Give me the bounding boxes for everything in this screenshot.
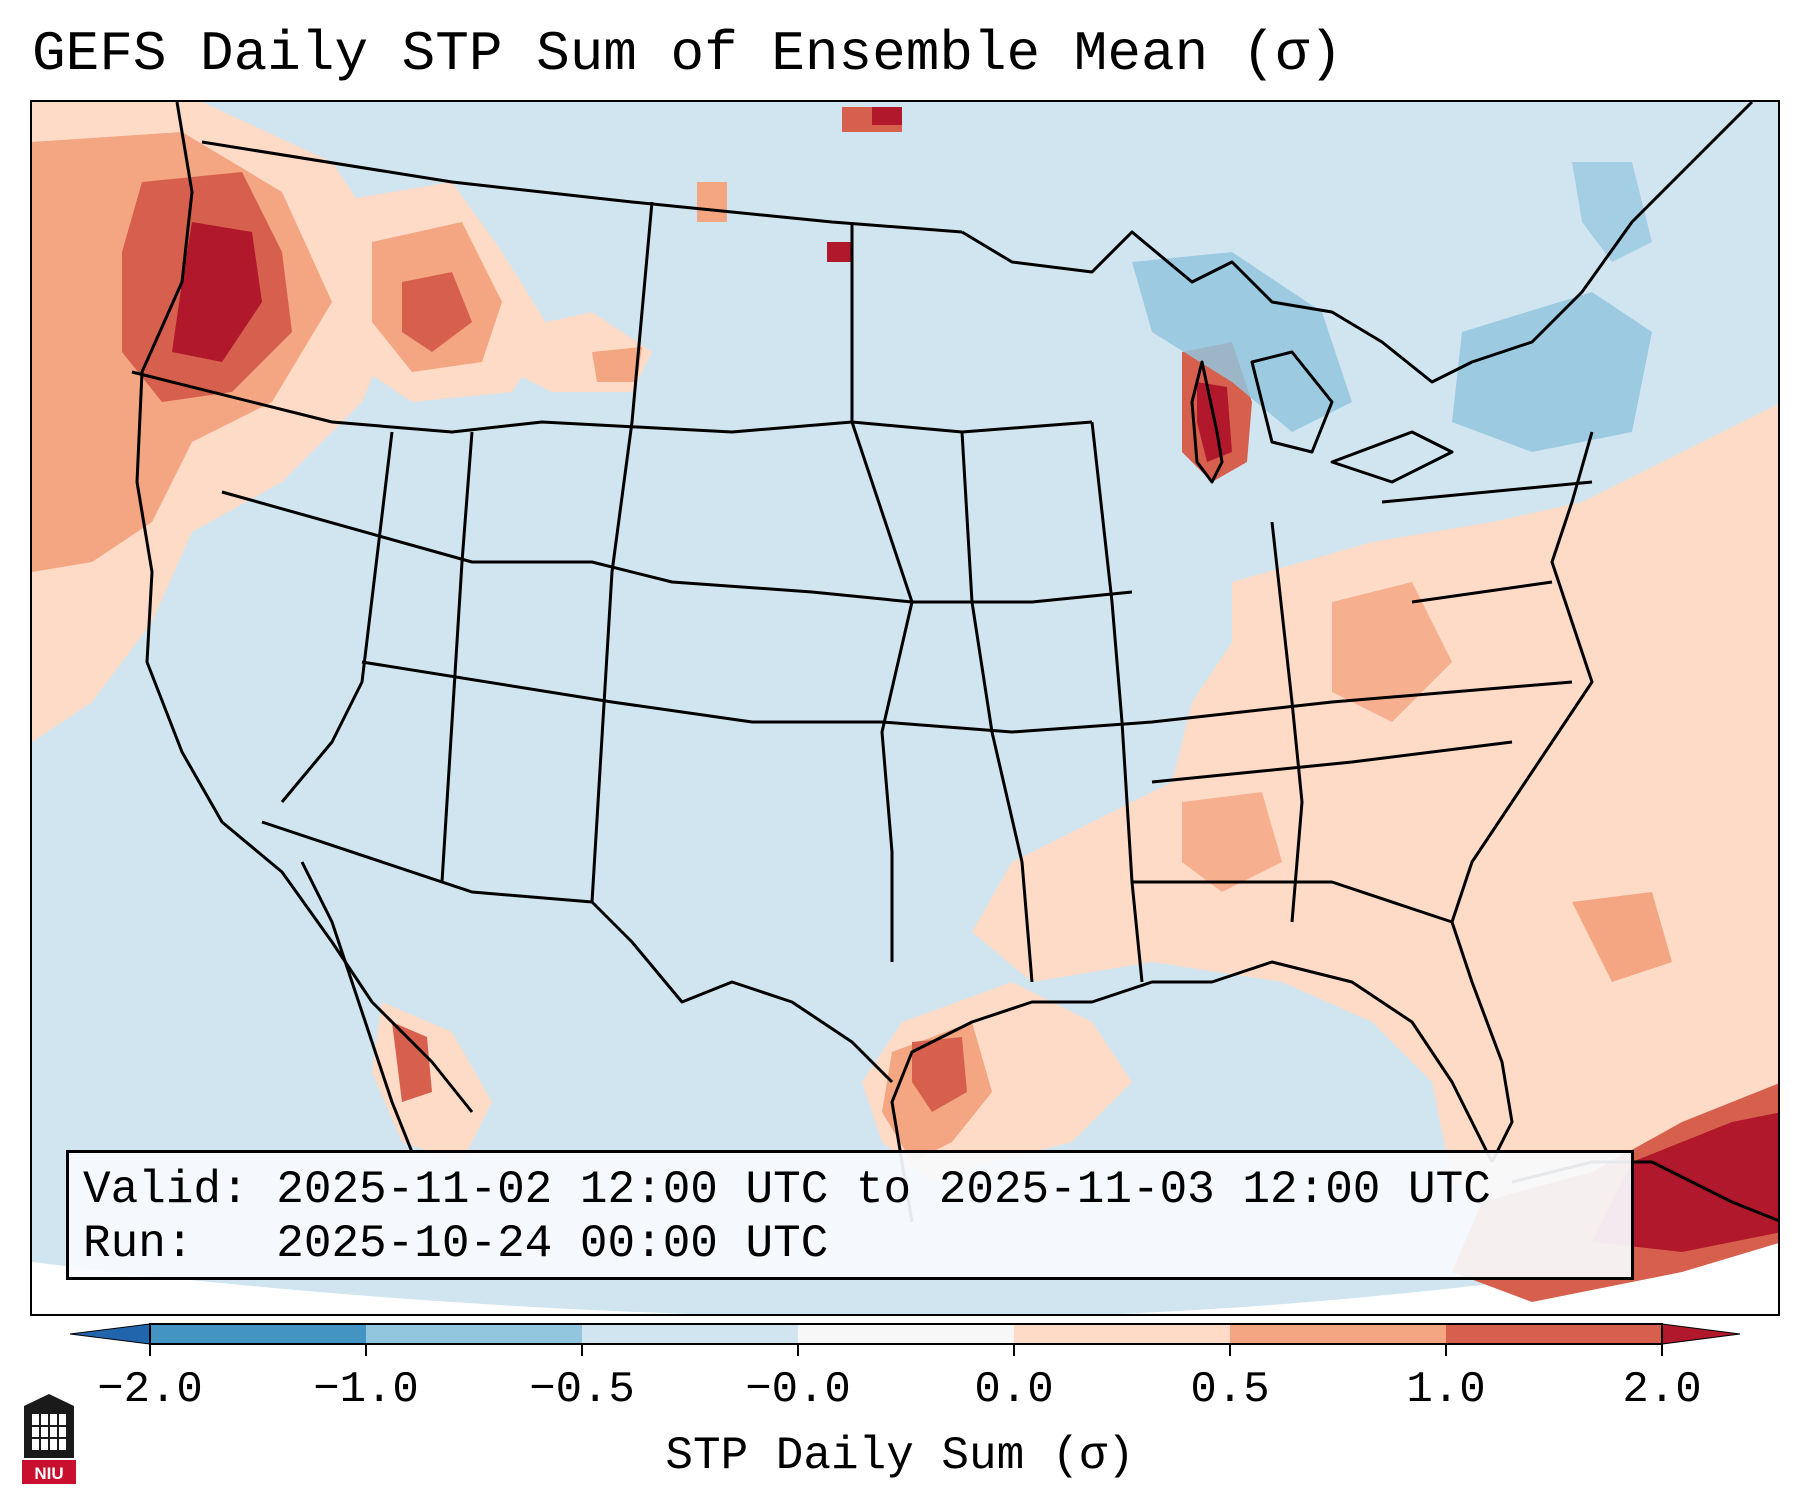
political-boundaries [131,102,1778,1223]
colorbar-tick-label: −2.0 [97,1365,203,1415]
colorbar-bin [798,1324,1014,1344]
colorbar-tick-label: 0.5 [1190,1365,1270,1415]
colorbar-bin [150,1324,366,1344]
colorbar-tick-label: 0.0 [974,1365,1054,1415]
niu-logo: NIU [22,1394,76,1484]
colorbar-tick-label: 2.0 [1622,1365,1702,1415]
colorbar-bin [1014,1324,1230,1344]
map-panel[interactable] [30,100,1780,1316]
colorbar-bin [1446,1324,1662,1344]
valid-time: Valid: 2025-11-02 12:00 UTC to 2025-11-0… [83,1164,1491,1216]
colorbar-extend-high [1661,1323,1741,1345]
colorbar-bin [1230,1324,1446,1344]
colorbar-tick-label: 1.0 [1406,1365,1486,1415]
map-graphic [32,102,1778,1314]
colorbar-bin [366,1324,582,1344]
map-title: GEFS Daily STP Sum of Ensemble Mean (σ) [32,22,1343,86]
run-time: Run: 2025-10-24 00:00 UTC [83,1218,829,1270]
colorbar-extend-low [70,1323,151,1345]
valid-info-box: Valid: 2025-11-02 12:00 UTC to 2025-11-0… [66,1150,1634,1280]
colorbar-tick-label: −0.0 [745,1365,851,1415]
colorbar-bin [582,1324,798,1344]
colorbar-tick-label: −1.0 [313,1365,419,1415]
colorbar-label: STP Daily Sum (σ) [665,1430,1135,1482]
colorbar [70,1323,1741,1356]
logo-text: NIU [34,1464,63,1483]
colorbar-tick-label: −0.5 [529,1365,635,1415]
